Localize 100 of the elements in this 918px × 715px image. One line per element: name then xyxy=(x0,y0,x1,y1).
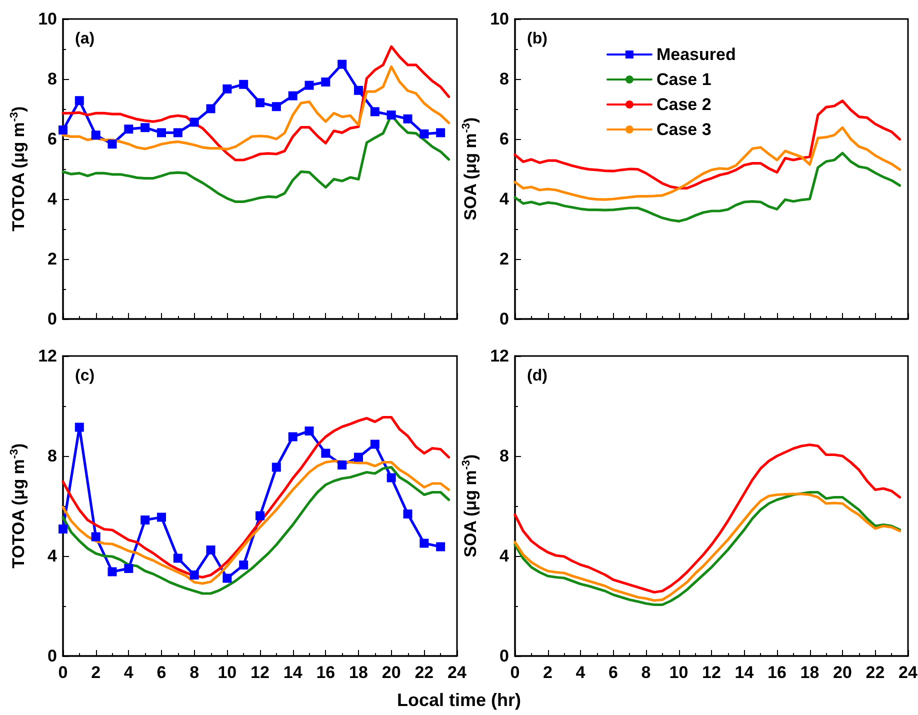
y-tick-label: 0 xyxy=(48,646,57,666)
y-tick-label: 6 xyxy=(500,130,509,148)
y-tick-label: 4 xyxy=(500,546,510,566)
y-tick-label: 2 xyxy=(48,250,57,268)
point xyxy=(321,78,330,86)
point xyxy=(108,140,117,149)
point xyxy=(91,130,100,140)
point xyxy=(370,107,380,116)
point xyxy=(420,129,429,138)
annotation: (d) xyxy=(527,368,548,384)
x-tick-label: 10 xyxy=(218,663,237,682)
point xyxy=(58,126,68,134)
line-series xyxy=(62,45,450,162)
line-series xyxy=(514,152,902,222)
legend-label: Case 2 xyxy=(656,95,712,114)
x-tick-label: 22 xyxy=(414,663,434,682)
y-tick-label: 8 xyxy=(500,446,509,466)
y-tick-label: 4 xyxy=(48,190,58,208)
point xyxy=(222,84,232,94)
point xyxy=(354,452,363,462)
x-tick-label: 16 xyxy=(768,663,786,682)
y-tick-label: 4 xyxy=(500,190,510,208)
annotation: (c) xyxy=(75,368,95,384)
line-series xyxy=(514,100,902,190)
point xyxy=(173,128,182,138)
y-tick-label: 12 xyxy=(490,346,509,366)
y-tick-label: 8 xyxy=(48,446,57,466)
point xyxy=(190,570,199,580)
x-tick-label: 12 xyxy=(702,663,721,682)
line-series xyxy=(514,443,902,594)
x-tick-label: 14 xyxy=(283,663,303,682)
point xyxy=(403,510,412,518)
point xyxy=(74,422,84,432)
y-tick-label: 12 xyxy=(38,346,57,366)
point xyxy=(58,524,68,534)
y-tick-label: 0 xyxy=(500,646,509,666)
x-tick-label: 2 xyxy=(91,663,101,682)
annotation: (b) xyxy=(527,30,548,48)
y-tick-label: 10 xyxy=(490,10,509,28)
point xyxy=(91,532,100,542)
y-tick-label: 0 xyxy=(500,310,509,328)
point xyxy=(140,516,150,524)
point xyxy=(157,128,166,138)
x-tick-label: 2 xyxy=(543,663,552,682)
point xyxy=(272,462,281,472)
point xyxy=(370,440,380,449)
x-tick-label: 8 xyxy=(641,663,651,682)
y-tick-label: 0 xyxy=(48,310,57,328)
point xyxy=(140,123,150,132)
point xyxy=(338,460,347,470)
x-tick-label: 20 xyxy=(382,663,401,682)
y-axis-title: TOTOA (μg m-3) xyxy=(8,443,28,568)
point xyxy=(222,574,232,583)
x-tick-label: 24 xyxy=(448,663,467,682)
x-tick-label: 24 xyxy=(898,663,918,682)
point xyxy=(338,60,347,69)
point xyxy=(239,80,248,89)
x-tick-label: 16 xyxy=(316,663,336,682)
point xyxy=(386,110,396,120)
point xyxy=(206,104,216,114)
x-axis-title: Local time (hr) xyxy=(396,690,522,711)
x-tick-label: 20 xyxy=(833,663,852,682)
x-tick-label: 14 xyxy=(734,663,754,682)
x-tick-label: 18 xyxy=(800,663,820,682)
point xyxy=(124,124,134,134)
y-axis-title: SOA (μg m-3) xyxy=(460,454,480,558)
point xyxy=(288,432,298,442)
point xyxy=(436,542,446,552)
point xyxy=(304,426,314,436)
legend-label: Case 1 xyxy=(656,70,712,89)
x-tick-label: 4 xyxy=(576,663,586,682)
point xyxy=(239,560,248,570)
point xyxy=(74,96,84,106)
x-tick-label: 22 xyxy=(866,663,885,682)
point xyxy=(304,80,314,90)
point xyxy=(190,118,199,127)
legend-label: Case 3 xyxy=(656,120,712,139)
y-tick-label: 8 xyxy=(48,70,57,88)
point xyxy=(157,512,166,522)
point xyxy=(256,511,264,520)
y-tick-label: 4 xyxy=(48,546,58,566)
point xyxy=(420,538,429,548)
x-tick-label: 6 xyxy=(608,663,618,682)
x-tick-label: 8 xyxy=(190,663,200,682)
point xyxy=(206,546,216,554)
point xyxy=(124,564,134,573)
point xyxy=(321,448,330,458)
x-tick-label: 18 xyxy=(349,663,368,682)
point xyxy=(173,554,182,563)
annotation: (a) xyxy=(75,30,95,48)
x-tick-label: 4 xyxy=(124,663,134,682)
point xyxy=(256,98,264,108)
point xyxy=(108,567,117,576)
x-tick-label: 10 xyxy=(669,663,688,682)
point xyxy=(386,473,396,482)
point xyxy=(272,102,281,112)
x-tick-label: 6 xyxy=(156,663,166,682)
point xyxy=(436,128,446,138)
point xyxy=(354,86,363,95)
y-tick-label: 2 xyxy=(500,250,509,268)
